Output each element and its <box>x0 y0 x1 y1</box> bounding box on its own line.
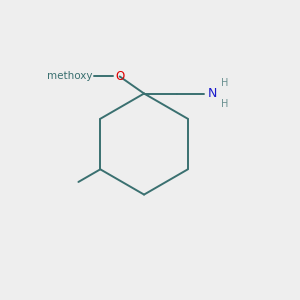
Text: methoxy: methoxy <box>46 71 92 82</box>
Text: H: H <box>221 78 228 88</box>
Text: H: H <box>221 99 228 109</box>
Text: N: N <box>208 87 217 100</box>
Text: O: O <box>115 70 124 83</box>
